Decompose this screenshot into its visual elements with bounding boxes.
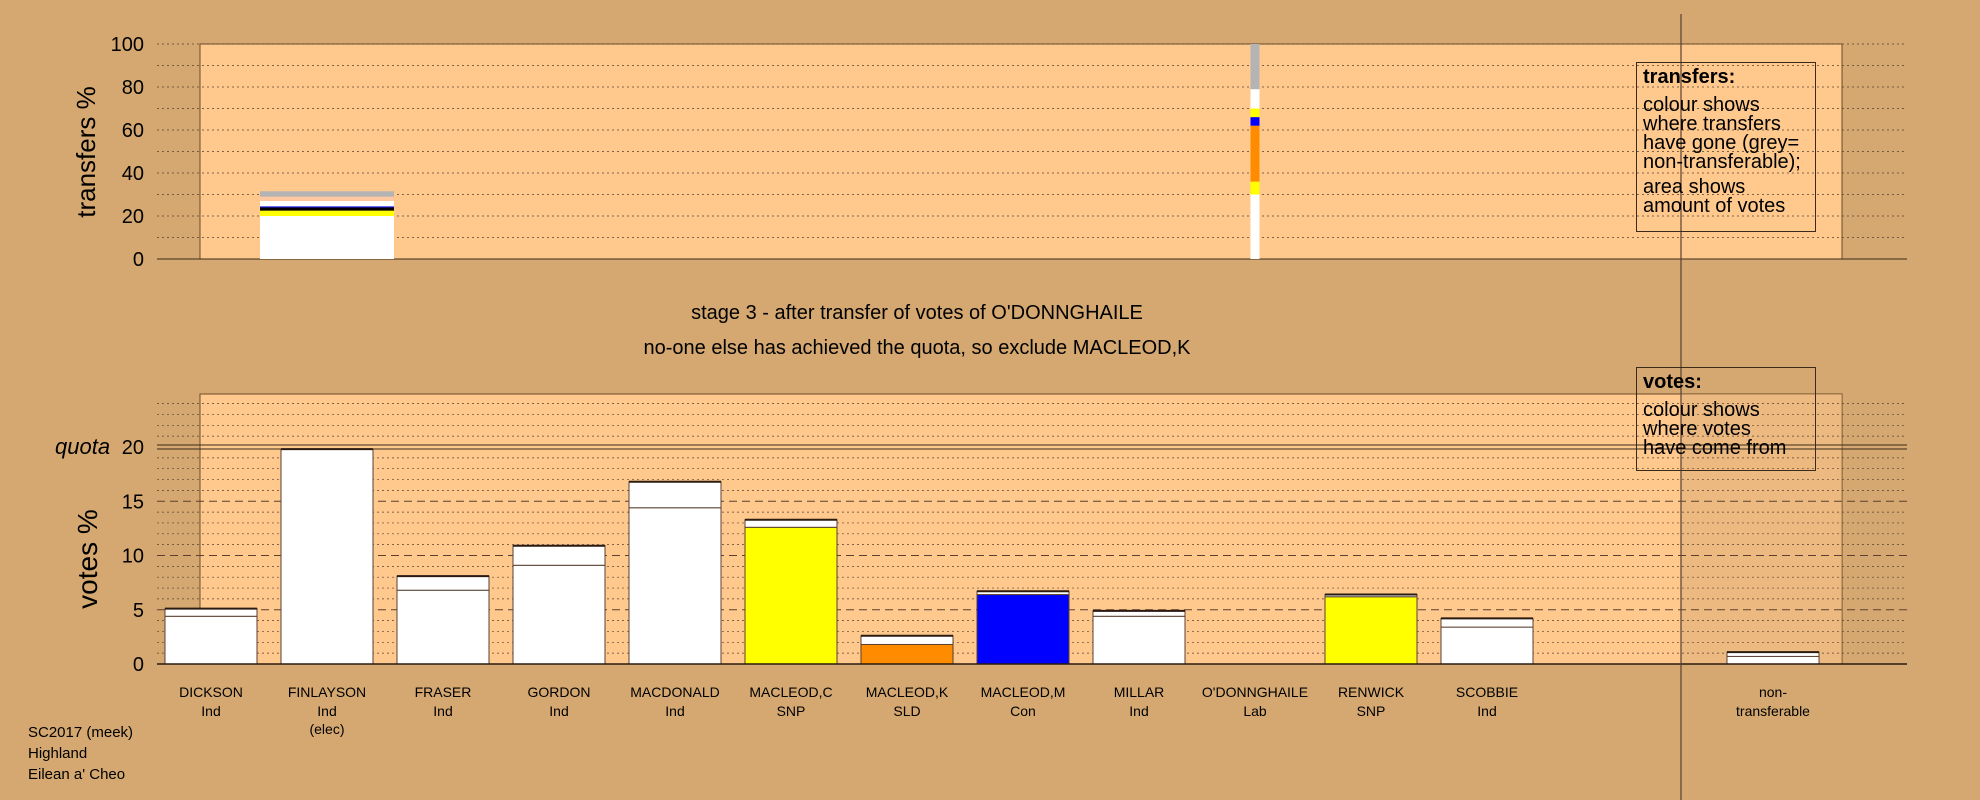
votes-bar-base [164, 615, 258, 665]
votes-y-tick-label: 0 [133, 654, 144, 676]
candidate-name-label: MACLEOD,M [981, 684, 1066, 700]
transfers-bar-segment [1250, 117, 1260, 126]
transfers-bar-segment [1250, 125, 1260, 182]
votes-bar-transfer [744, 519, 838, 528]
candidate-name-label: SCOBBIE [1456, 684, 1518, 700]
votes-bar-transfer [396, 575, 490, 591]
votes-bar-base [628, 507, 722, 665]
transfers-y-tick-label: 80 [122, 77, 144, 99]
candidate-party-label: Ind [1477, 703, 1496, 719]
transfers-legend-line: non-transferable); [1643, 151, 1801, 173]
transfers-legend-line: have gone (grey= [1643, 132, 1800, 154]
transfers-y-tick-label: 60 [122, 120, 144, 142]
transfers-bar-segment [1250, 108, 1260, 118]
transfers-legend-line: where transfers [1643, 113, 1781, 135]
transfers-legend-line: area shows [1643, 176, 1746, 198]
votes-bar-transfer [860, 635, 954, 645]
candidate-party-label: Lab [1243, 703, 1267, 719]
transfers-bar-segment [1250, 89, 1260, 109]
votes-legend-line: where votes [1643, 418, 1751, 440]
transfers-y-tick-label: 100 [111, 34, 144, 56]
votes-bar-base [976, 594, 1070, 665]
candidate-name-label: GORDON [528, 684, 591, 700]
votes-y-tick-label: 15 [122, 491, 144, 513]
votes-bar-base [744, 526, 838, 665]
transfers-bar-segment [1250, 44, 1260, 90]
candidate-name-label: MACLEOD,C [749, 684, 832, 700]
candidate-party-label: Con [1010, 703, 1036, 719]
votes-y-tick-label: 5 [133, 600, 144, 622]
votes-bar-base [512, 564, 606, 665]
transfers-plot-area [199, 43, 1843, 260]
footer-election: SC2017 (meek) [28, 724, 134, 741]
candidate-name-label: RENWICK [1338, 684, 1405, 700]
candidate-name-label: DICKSON [179, 684, 243, 700]
candidate-party-label: Ind [1129, 703, 1148, 719]
transfers-bar-segment [260, 196, 394, 201]
footer-ward: Eilean a' Cheo [28, 766, 126, 783]
transfers-legend-line: colour shows [1643, 94, 1760, 116]
nontransferable-bar-base [1726, 655, 1820, 665]
transfers-bar-segment [260, 200, 394, 207]
footer: SC2017 (meek) Highland Eilean a' Cheo [28, 722, 133, 785]
candidate-name-label: FINLAYSON [288, 684, 366, 700]
votes-y-tick-label: 10 [122, 546, 144, 568]
transfers-bar-segment [1250, 181, 1260, 195]
transfers-legend-box: transfers: colour shows where transfers … [1636, 62, 1816, 232]
transfers-y-axis-label: transfers % [71, 86, 101, 218]
votes-y-axis-label: votes % [72, 509, 103, 609]
candidate-party-label: SNP [1357, 703, 1386, 719]
transfers-bar-segment [260, 210, 394, 216]
votes-bar-base [860, 643, 954, 665]
votes-bar-transfer [1440, 617, 1534, 628]
votes-bar-transfer [164, 608, 258, 617]
transfers-y-tick-label: 0 [133, 249, 144, 271]
transfers-bar-segment [260, 191, 394, 197]
candidate-name-label: MACDONALD [630, 684, 719, 700]
votes-legend-box: votes: colour shows where votes have com… [1636, 367, 1816, 471]
candidate-name-label: MILLAR [1114, 684, 1165, 700]
transfers-y-tick-label: 40 [122, 163, 144, 185]
candidate-party-label: Ind [665, 703, 684, 719]
votes-bar-base [280, 448, 374, 665]
candidate-party-label: Ind [317, 703, 336, 719]
footer-council: Highland [28, 745, 88, 762]
candidate-status-label: (elec) [309, 721, 344, 737]
candidate-party-label: SNP [777, 703, 806, 719]
votes-legend-line: have come from [1643, 437, 1787, 459]
votes-bar-transfer [628, 481, 722, 509]
candidate-party-label: Ind [433, 703, 452, 719]
candidate-party-label: Ind [201, 703, 220, 719]
transfers-y-tick-label: 20 [122, 206, 144, 228]
votes-bar-base [1324, 596, 1418, 665]
transfers-bar-segment [260, 206, 394, 208]
quota-label: quota [55, 434, 110, 459]
action-caption: no-one else has achieved the quota, so e… [644, 337, 1192, 359]
candidate-name-label: O'DONNGHAILE [1202, 684, 1308, 700]
transfers-bar-segment [260, 207, 394, 211]
votes-legend-title: votes: [1643, 371, 1702, 393]
votes-bar-base [1440, 626, 1534, 665]
candidate-party-label: Ind [549, 703, 568, 719]
transfers-legend-title: transfers: [1643, 66, 1736, 88]
votes-legend-line: colour shows [1643, 399, 1760, 421]
votes-bar-transfer [512, 545, 606, 566]
nontransferable-label: non- [1759, 684, 1787, 700]
stage-caption: stage 3 - after transfer of votes of O'D… [691, 302, 1143, 324]
transfers-legend-line: amount of votes [1643, 195, 1786, 217]
candidate-name-label: FRASER [415, 684, 472, 700]
votes-bar-base [1092, 615, 1186, 665]
nontransferable-label: transferable [1736, 703, 1810, 719]
candidate-name-label: MACLEOD,K [866, 684, 949, 700]
candidate-party-label: SLD [893, 703, 920, 719]
transfers-bar-segment [260, 216, 394, 259]
votes-bar-base [396, 589, 490, 665]
transfers-bar-segment [1250, 194, 1260, 259]
votes-y-tick-label: 20 [122, 437, 144, 459]
